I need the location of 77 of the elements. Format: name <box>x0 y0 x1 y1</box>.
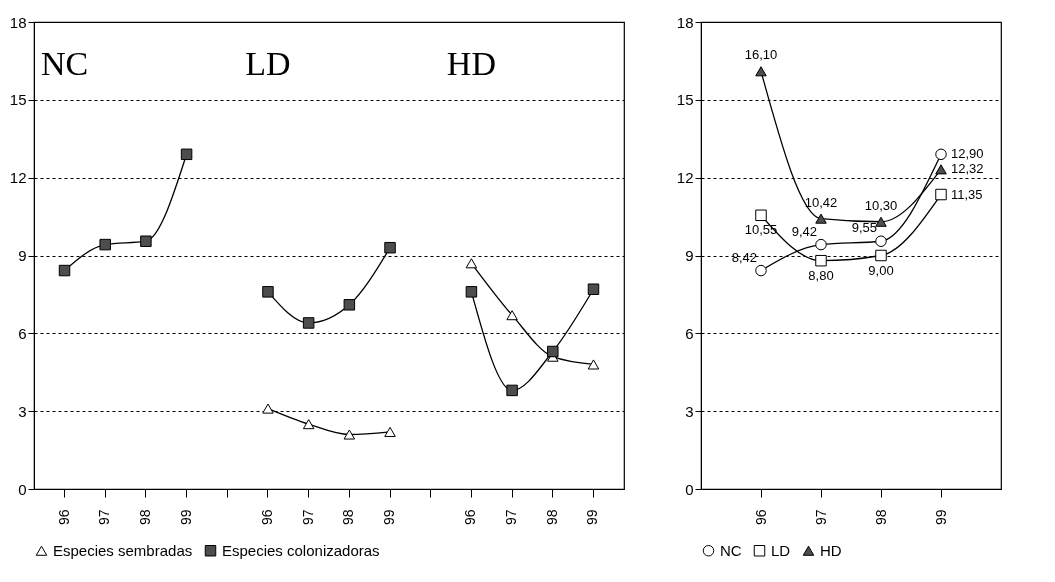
x-tick-label: 99 <box>584 509 601 526</box>
x-tick-label: 99 <box>177 509 194 526</box>
y-tick-label: 18 <box>676 13 694 31</box>
point <box>935 188 947 201</box>
point <box>815 238 827 251</box>
point <box>935 164 947 175</box>
y-tick-label: 15 <box>9 91 27 109</box>
y-tick-label: 3 <box>18 402 27 420</box>
x-tick-label: 99 <box>381 509 398 526</box>
point <box>755 209 767 222</box>
x-tick-label: 96 <box>752 509 769 526</box>
x-tick-label: 98 <box>543 509 560 526</box>
point <box>755 264 767 277</box>
legend-label: NC <box>720 541 742 559</box>
point <box>587 359 600 370</box>
annotation: HD <box>446 45 496 82</box>
y-tick-label: 12 <box>9 169 27 187</box>
x-tick-label: 97 <box>299 509 316 526</box>
point <box>587 283 600 295</box>
y-tick-label: 9 <box>685 247 694 264</box>
point <box>815 213 827 224</box>
y-tick-label: 9 <box>18 247 27 264</box>
x-tick-label: 97 <box>503 509 520 526</box>
data-label: 11,35 <box>951 186 983 202</box>
data-label: 9,55 <box>851 220 877 236</box>
data-label: 12,90 <box>951 146 984 162</box>
point <box>935 148 947 161</box>
point <box>58 264 71 277</box>
data-label: 10,55 <box>744 222 778 238</box>
point <box>755 66 767 77</box>
data-label: 10,30 <box>864 197 898 213</box>
x-tick-label: 96 <box>55 509 72 526</box>
point <box>180 148 193 161</box>
legend-label: LD <box>771 541 791 559</box>
data-label: 9,00 <box>868 262 894 278</box>
point <box>547 345 559 358</box>
point <box>875 249 887 262</box>
point <box>465 286 478 298</box>
point <box>506 384 518 397</box>
data-label: 8,42 <box>731 249 757 265</box>
y-tick-label: 12 <box>676 169 694 187</box>
point <box>465 258 478 269</box>
point <box>140 235 152 247</box>
point <box>506 310 518 321</box>
y-tick-label: 18 <box>9 13 27 31</box>
point <box>343 429 356 440</box>
y-tick-label: 6 <box>685 324 694 342</box>
x-tick-label: 97 <box>812 509 829 526</box>
point <box>815 254 827 267</box>
point <box>302 419 315 430</box>
legend-label: HD <box>820 541 842 559</box>
point <box>262 403 274 414</box>
data-label: 8,80 <box>808 267 834 283</box>
x-tick-label: 98 <box>340 509 357 526</box>
point <box>875 235 887 247</box>
data-label: 10,42 <box>804 194 838 210</box>
y-tick-label: 0 <box>18 480 27 498</box>
annotation: LD <box>245 45 291 82</box>
y-tick-label: 15 <box>676 91 694 109</box>
x-tick-label: 97 <box>96 509 113 526</box>
legend-label: Especies colonizadoras <box>222 541 380 559</box>
point <box>99 238 111 251</box>
point <box>875 216 887 227</box>
data-label: 9,42 <box>791 223 817 239</box>
y-tick-label: 6 <box>18 324 27 342</box>
data-label: 16,10 <box>744 47 778 63</box>
y-tick-label: 3 <box>685 402 694 420</box>
legend-label: Especies sembradas <box>53 541 193 559</box>
annotation: NC <box>40 45 89 82</box>
point <box>384 426 396 437</box>
data-label: 12,32 <box>951 161 984 177</box>
x-tick-label: 98 <box>136 509 153 526</box>
x-tick-label: 96 <box>258 509 275 526</box>
y-tick-label: 0 <box>685 480 694 498</box>
x-tick-label: 98 <box>872 509 889 526</box>
x-tick-label: 96 <box>462 509 479 526</box>
x-tick-label: 99 <box>932 509 949 526</box>
